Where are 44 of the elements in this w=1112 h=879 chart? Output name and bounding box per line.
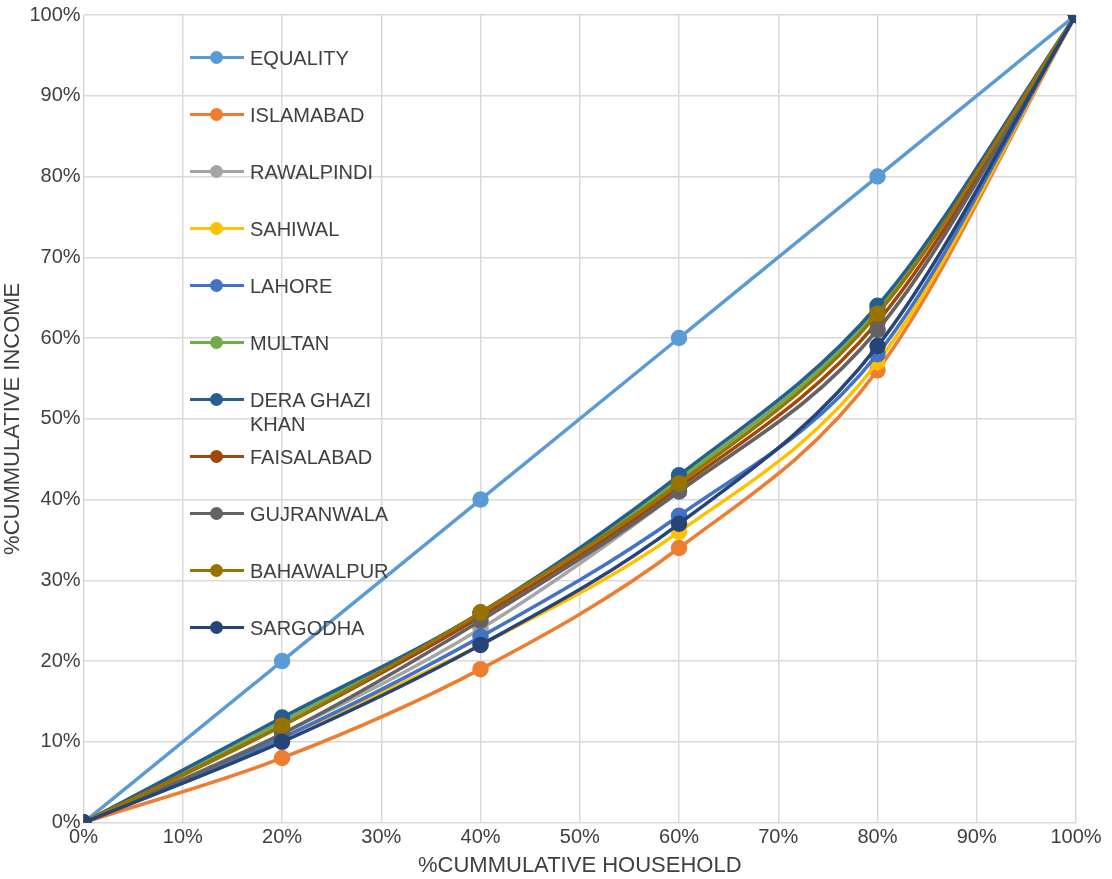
point [273, 733, 291, 751]
y-tick-label: 20% [40, 648, 81, 671]
y-tick-label: 100% [29, 2, 81, 25]
legend-label: EQUALITY [250, 46, 349, 70]
legend-label: SAHIWAL [250, 217, 340, 241]
legend-label: ISLAMABAD [250, 103, 365, 127]
point [273, 652, 291, 670]
y-tick-label: 30% [40, 567, 81, 590]
legend-label: BAHAWALPUR [250, 559, 389, 583]
legend-label: DERA GHAZI KHAN [250, 388, 373, 436]
y-tick-label: 60% [40, 325, 81, 348]
x-tick-label: 80% [857, 825, 898, 848]
point [472, 491, 489, 508]
x-tick-label: 20% [262, 825, 303, 848]
legend-label: FAISALABAD [250, 445, 373, 469]
x-tick-label: 50% [559, 825, 601, 848]
point [472, 660, 489, 678]
point [670, 539, 688, 557]
point [670, 475, 688, 492]
point [670, 329, 688, 347]
legend-label: MULTAN [250, 331, 330, 355]
y-tick-label: 90% [40, 83, 81, 106]
y-tick-label: 10% [40, 729, 81, 752]
y-tick-label: 40% [40, 487, 81, 510]
x-tick-label: 90% [956, 825, 997, 848]
x-axis-title: %CUMMULATIVE HOUSEHOLD [418, 851, 742, 877]
point [670, 515, 688, 533]
legend-label: LAHORE [250, 274, 333, 298]
x-tick-label: 40% [460, 825, 501, 848]
point [869, 337, 886, 355]
legend-label: RAWALPINDI [250, 160, 373, 184]
x-tick-label: 70% [758, 825, 799, 848]
y-tick-label: 70% [40, 244, 81, 267]
legend-label: GUJRANWALA [250, 502, 389, 526]
y-tick-label: 80% [40, 164, 81, 187]
x-tick-label: 30% [361, 825, 402, 848]
point [273, 749, 291, 767]
y-axis-title: %CUMMULATIVE INCOME [0, 282, 25, 555]
x-tick-label: 10% [162, 825, 204, 848]
x-tick-label: 100% [1050, 825, 1102, 848]
y-tick-label: 50% [40, 406, 81, 429]
point [869, 168, 886, 185]
point [869, 305, 886, 323]
x-tick-label: 60% [659, 825, 700, 848]
